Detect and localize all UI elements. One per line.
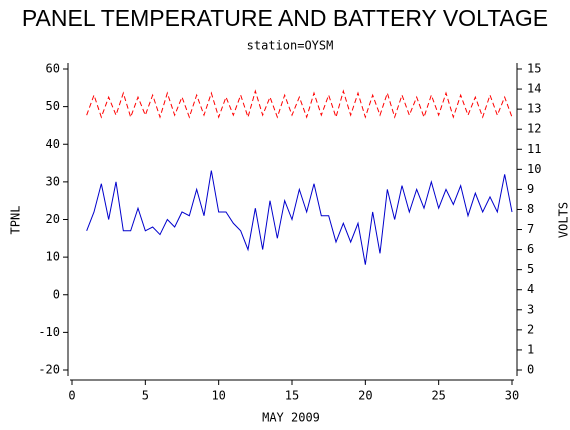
y2-tick-label: 6 <box>527 242 534 256</box>
x-tick-label: 15 <box>285 389 299 403</box>
y2-tick-label: 8 <box>527 202 534 216</box>
x-tick-label: 5 <box>142 389 149 403</box>
y2-tick-label: 13 <box>527 102 541 116</box>
y-tick-label: -10 <box>38 325 60 339</box>
y2-tick-label: 2 <box>527 322 534 336</box>
y2-tick-label: 15 <box>527 62 541 76</box>
series-line <box>86 89 513 119</box>
chart-title: PANEL TEMPERATURE AND BATTERY VOLTAGE <box>22 5 548 31</box>
y-tick-label: 60 <box>46 62 60 76</box>
x-tick-label: 30 <box>505 389 519 403</box>
y-tick-label: 40 <box>46 137 60 151</box>
y2-tick-label: 7 <box>527 222 534 236</box>
y2-tick-label: 0 <box>527 363 534 377</box>
y-tick-label: -20 <box>38 363 60 377</box>
x-tick-label: 0 <box>68 389 75 403</box>
series-line <box>86 170 513 265</box>
x-tick-label: 25 <box>431 389 445 403</box>
chart-subtitle: station=OYSM <box>247 39 334 53</box>
y2-tick-label: 3 <box>527 302 534 316</box>
y2-tick-label: 14 <box>527 82 541 96</box>
y2-tick-label: 12 <box>527 122 541 136</box>
y2-tick-label: 5 <box>527 262 534 276</box>
y2-tick-label: 11 <box>527 142 541 156</box>
y-tick-label: 0 <box>53 287 60 301</box>
y-tick-label: 50 <box>46 99 60 113</box>
y-axis-label: TPNL <box>9 206 23 235</box>
y2-tick-label: 9 <box>527 182 534 196</box>
x-tick-label: 20 <box>358 389 372 403</box>
y-tick-label: 10 <box>46 250 60 264</box>
y2-tick-label: 1 <box>527 342 534 356</box>
y-tick-label: 30 <box>46 174 60 188</box>
x-tick-label: 10 <box>211 389 225 403</box>
y-tick-label: 20 <box>46 212 60 226</box>
y2-axis-label: VOLTS <box>557 202 570 238</box>
y2-tick-label: 10 <box>527 162 541 176</box>
x-axis-label: MAY 2009 <box>262 411 320 425</box>
y2-tick-label: 4 <box>527 282 534 296</box>
